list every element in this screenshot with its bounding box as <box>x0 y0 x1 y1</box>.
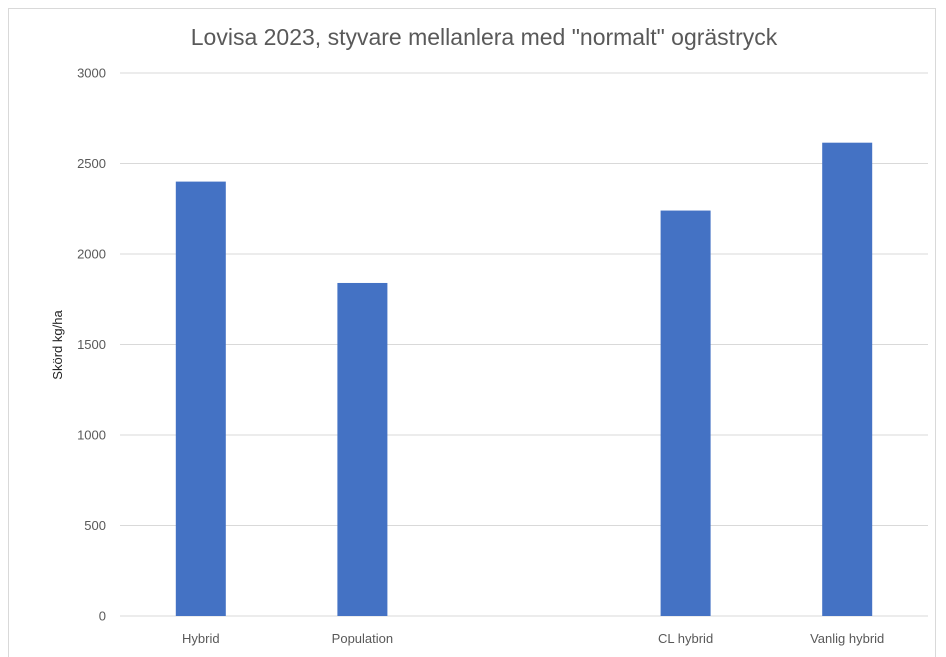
chart-title: Lovisa 2023, styvare mellanlera med "nor… <box>191 24 778 50</box>
x-tick-label: Population <box>332 631 393 646</box>
bar <box>175 181 226 616</box>
y-tick-label: 2500 <box>77 156 106 171</box>
y-tick-label: 2000 <box>77 247 106 262</box>
bar <box>660 210 711 616</box>
x-tick-labels: Hybrid Population CL hybrid Vanlig hybrid <box>182 631 884 646</box>
y-tick-labels: 0 500 1000 1500 2000 2500 3000 <box>77 66 106 624</box>
x-tick-label: Hybrid <box>182 631 220 646</box>
y-tick-label: 0 <box>99 609 106 624</box>
bar <box>822 142 873 616</box>
y-tick-label: 1500 <box>77 337 106 352</box>
y-tick-label: 1000 <box>77 428 106 443</box>
bar <box>337 282 388 616</box>
y-axis-label: Skörd kg/ha <box>50 310 65 380</box>
y-tick-label: 500 <box>84 518 106 533</box>
y-tick-label: 3000 <box>77 66 106 81</box>
gridlines <box>120 72 928 617</box>
x-tick-label: CL hybrid <box>658 631 713 646</box>
bars <box>175 142 873 616</box>
chart-frame <box>8 8 936 657</box>
x-tick-label: Vanlig hybrid <box>810 631 884 646</box>
